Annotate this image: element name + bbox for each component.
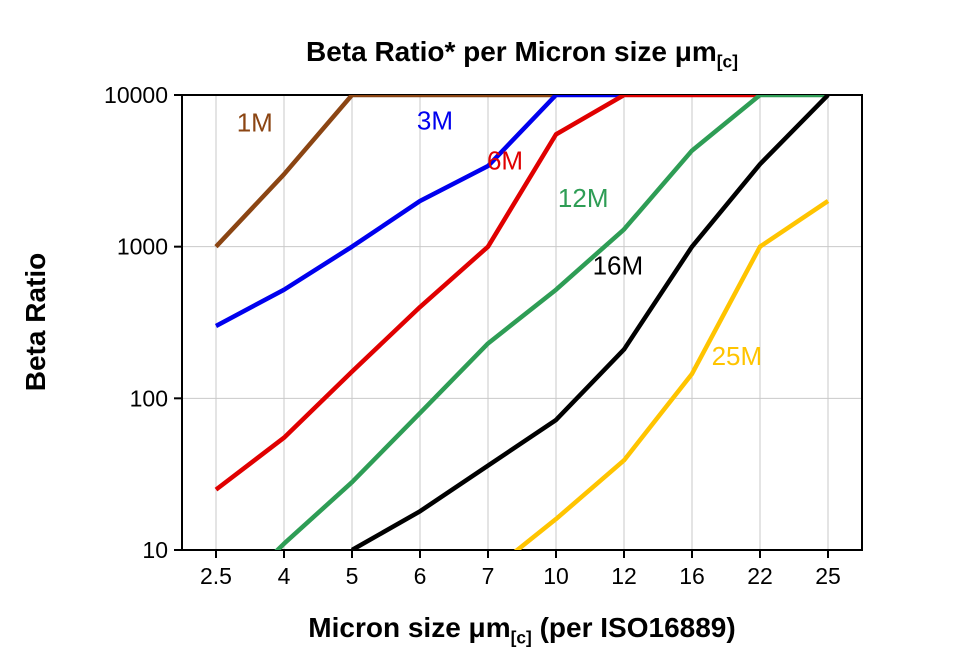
series-label-6M: 6M (487, 145, 523, 175)
x-tick-label-22: 22 (747, 563, 773, 589)
x-axis-title-text: Micron size μm (308, 612, 511, 643)
x-tick-label-16: 16 (679, 563, 705, 589)
series-line-12M (274, 95, 828, 550)
series-line-6M (214, 95, 760, 492)
x-tick-label-7: 7 (482, 563, 495, 589)
y-tick-label-10: 10 (142, 537, 168, 563)
series-line-16M (350, 95, 830, 550)
chart-title: Beta Ratio* per Micron size μm[c] (182, 36, 862, 73)
series-label-16M: 16M (593, 251, 644, 281)
chart-title-text: Beta Ratio* per Micron size μm (305, 36, 717, 67)
x-tick-label-6: 6 (414, 563, 427, 589)
x-tick-label-2.5: 2.5 (200, 563, 232, 589)
x-tick-label-5: 5 (346, 563, 359, 589)
series-line-25M (513, 199, 830, 550)
series-label-12M: 12M (558, 183, 609, 213)
series-line-1M (214, 95, 556, 249)
x-tick-label-10: 10 (543, 563, 569, 589)
y-tick-label-100: 100 (130, 385, 168, 411)
y-tick-label-10000: 10000 (104, 82, 168, 108)
x-tick-label-25: 25 (815, 563, 841, 589)
y-axis-title: Beta Ratio (20, 252, 51, 392)
x-tick-label-12: 12 (611, 563, 637, 589)
x-axis-title-suffix: (per ISO16889) (531, 612, 736, 643)
series-group (214, 95, 830, 550)
y-tick-label-1000: 1000 (117, 234, 168, 260)
series-label-25M: 25M (712, 341, 763, 371)
x-tick-label-4: 4 (278, 563, 291, 589)
chart-title-sub: [c] (716, 51, 738, 72)
series-label-1M: 1M (237, 107, 273, 137)
series-label-3M: 3M (417, 105, 453, 135)
series-line-3M (214, 95, 624, 328)
x-axis-title-sub: [c] (510, 627, 532, 648)
x-axis-title: Micron size μm[c] (per ISO16889) (182, 612, 862, 649)
